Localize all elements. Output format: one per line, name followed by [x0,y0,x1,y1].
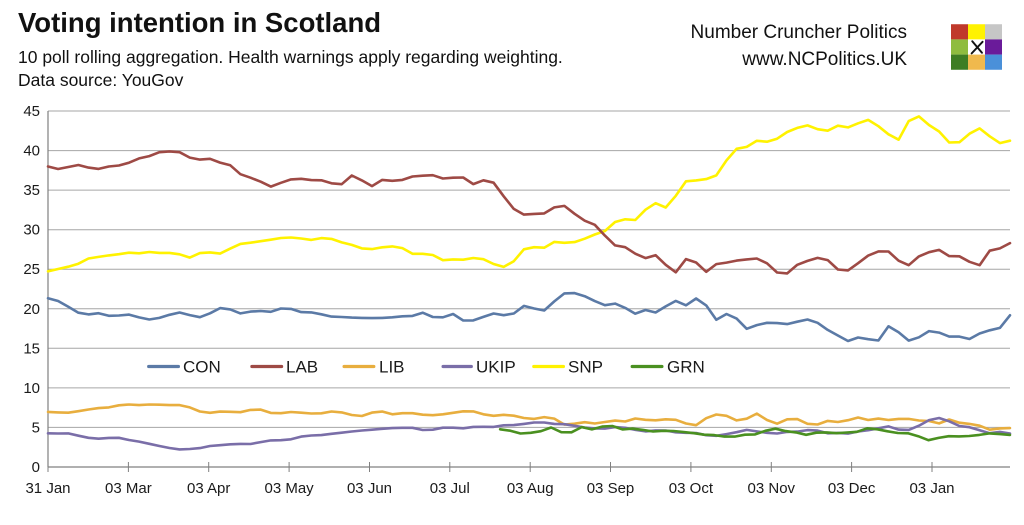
svg-text:UKIP: UKIP [476,358,516,377]
svg-text:40: 40 [23,143,40,160]
svg-text:03 Nov: 03 Nov [748,480,796,497]
svg-text:03 Dec: 03 Dec [828,480,876,497]
svg-text:03 Jan: 03 Jan [909,480,954,497]
svg-text:45: 45 [23,103,40,120]
svg-text:03 Aug: 03 Aug [507,480,554,497]
svg-text:5: 5 [32,419,40,436]
svg-text:03 May: 03 May [264,480,314,497]
svg-text:LIB: LIB [379,358,405,377]
svg-text:35: 35 [23,182,40,199]
svg-text:LAB: LAB [286,358,318,377]
svg-text:CON: CON [183,358,221,377]
svg-text:31 Jan: 31 Jan [25,480,70,497]
svg-text:20: 20 [23,301,40,318]
svg-text:03 Mar: 03 Mar [105,480,152,497]
svg-text:03 Oct: 03 Oct [669,480,714,497]
svg-text:03 Jun: 03 Jun [347,480,392,497]
svg-text:25: 25 [23,261,40,278]
svg-text:03 Jul: 03 Jul [430,480,470,497]
svg-text:10: 10 [23,380,40,397]
svg-text:0: 0 [32,459,40,476]
svg-text:15: 15 [23,340,40,357]
svg-text:SNP: SNP [568,358,603,377]
svg-text:03 Sep: 03 Sep [587,480,635,497]
svg-text:GRN: GRN [667,358,705,377]
svg-text:30: 30 [23,222,40,239]
svg-text:03 Apr: 03 Apr [187,480,230,497]
